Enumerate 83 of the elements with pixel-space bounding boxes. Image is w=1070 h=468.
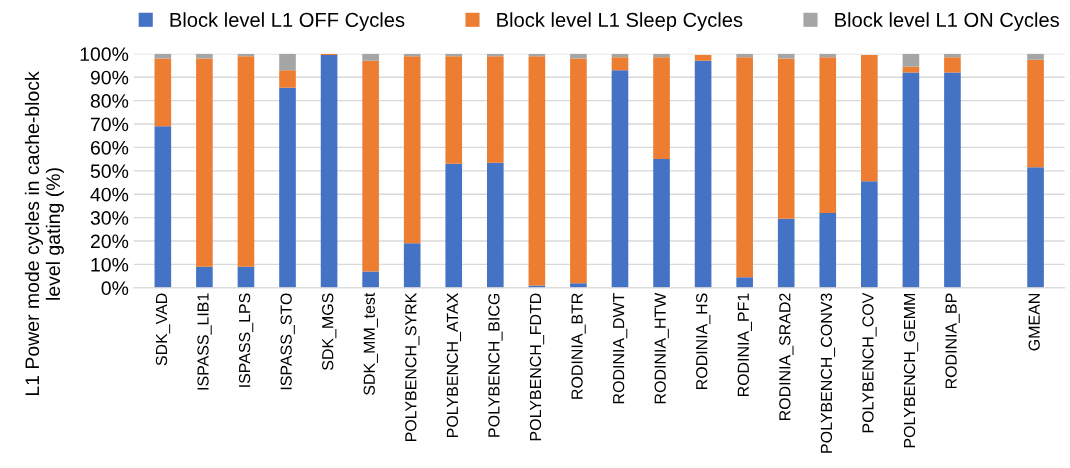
bar <box>902 53 920 67</box>
x-tick-label: POLYBENCH_ATAX <box>446 293 462 437</box>
x-tick-label: RODINIA_DWT <box>612 293 628 404</box>
x-tick-label: ISPASS_STO <box>280 293 295 390</box>
y-axis-title: L1 Power mode cycles in cache-block level gating (%) <box>24 71 64 396</box>
legend-label: Block level L1 ON Cycles <box>835 12 1059 32</box>
bar <box>403 243 421 288</box>
bar <box>736 277 753 288</box>
bar <box>694 54 712 61</box>
y-tick-label: 0% <box>101 281 129 296</box>
bar <box>362 60 379 272</box>
x-tick-label: SDK_MGS <box>322 293 337 371</box>
bar <box>777 218 795 288</box>
x-tick-label: POLYBENCH_SYRK <box>405 292 420 442</box>
bar <box>819 212 837 288</box>
x-tick-label: POLYBENCH_CONV3 <box>820 293 836 453</box>
y-tick-label: 70% <box>90 117 129 132</box>
bar <box>653 57 670 160</box>
bar <box>694 60 712 288</box>
bar <box>902 72 920 288</box>
bar <box>279 87 296 288</box>
y-tick-label: 10% <box>91 257 129 272</box>
bar <box>528 56 546 286</box>
x-tick-label: RODINIA_HS <box>696 293 711 389</box>
x-tick-label: SDK_VAD <box>155 293 171 366</box>
bar <box>611 70 629 288</box>
x-tick-label: RODINIA_BP <box>945 293 960 389</box>
bar <box>196 58 213 267</box>
x-tick-label: POLYBENCH_COV <box>862 292 877 433</box>
bar <box>570 58 587 284</box>
bar <box>736 57 753 278</box>
bar <box>1027 59 1044 168</box>
bar <box>445 163 463 288</box>
x-tick-label: RODINIA_HTW <box>654 292 669 404</box>
bar <box>777 53 795 59</box>
bar <box>403 56 421 244</box>
bar <box>653 159 670 288</box>
x-tick-label: ISPASS_LPS <box>238 293 254 387</box>
legend-label: Block level L1 OFF Cycles <box>170 12 405 32</box>
bar <box>237 266 255 288</box>
y-tick-label: 40% <box>90 187 129 202</box>
bar <box>570 53 587 59</box>
bar <box>819 57 837 213</box>
bar <box>944 72 961 288</box>
bar <box>362 271 379 288</box>
x-tick-label: POLYBENCH_BICG <box>488 293 503 437</box>
bar <box>320 54 338 288</box>
y-tick-label: 50% <box>90 164 129 179</box>
x-tick-label: RODINIA_PF1 <box>737 293 752 397</box>
x-tick-label: RODINIA_SRAD2 <box>779 293 794 421</box>
bar <box>154 53 172 59</box>
bar <box>861 181 878 288</box>
x-tick-label: ISPASS_LIB1 <box>197 293 212 390</box>
bar <box>196 53 213 59</box>
x-tick-label: RODINIA_BTR <box>571 293 586 399</box>
bar <box>1027 53 1044 60</box>
y-tick-label: 20% <box>90 234 129 249</box>
bar <box>1027 167 1044 288</box>
bar <box>486 56 504 163</box>
bar <box>486 162 504 288</box>
x-tick-label: GMEAN <box>1028 293 1040 351</box>
y-tick-label: 60% <box>90 140 129 155</box>
bar <box>445 56 463 164</box>
legend-label: Block level L1 Sleep Cycles <box>497 12 743 32</box>
bar <box>154 58 172 127</box>
bar <box>902 66 920 73</box>
bar <box>279 53 296 71</box>
y-tick-label: 30% <box>90 211 129 225</box>
bar <box>154 126 172 288</box>
x-tick-label: POLYBENCH_GEMM <box>903 293 919 448</box>
x-tick-label: POLYBENCH_FDTD <box>529 293 545 441</box>
bar <box>196 266 213 288</box>
y-tick-label: 90% <box>90 70 129 85</box>
bar <box>861 54 878 182</box>
bar <box>362 53 379 61</box>
bar <box>944 57 961 73</box>
bar <box>777 58 795 219</box>
bar <box>279 70 296 88</box>
x-tick-label: SDK_MM_test <box>363 292 378 395</box>
y-tick-label: 100% <box>80 47 129 62</box>
bar <box>237 56 255 267</box>
bar <box>611 57 629 71</box>
y-tick-label: 80% <box>90 94 129 108</box>
